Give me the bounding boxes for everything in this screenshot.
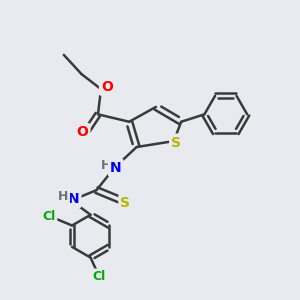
Text: S: S bbox=[171, 136, 181, 150]
Text: N: N bbox=[68, 192, 80, 206]
Text: S: S bbox=[120, 196, 130, 210]
Text: O: O bbox=[101, 80, 113, 94]
Text: N: N bbox=[110, 161, 122, 175]
Text: H: H bbox=[58, 190, 68, 203]
Text: Cl: Cl bbox=[93, 270, 106, 284]
Text: O: O bbox=[76, 125, 88, 139]
Text: Cl: Cl bbox=[42, 210, 56, 223]
Text: H: H bbox=[101, 159, 111, 172]
